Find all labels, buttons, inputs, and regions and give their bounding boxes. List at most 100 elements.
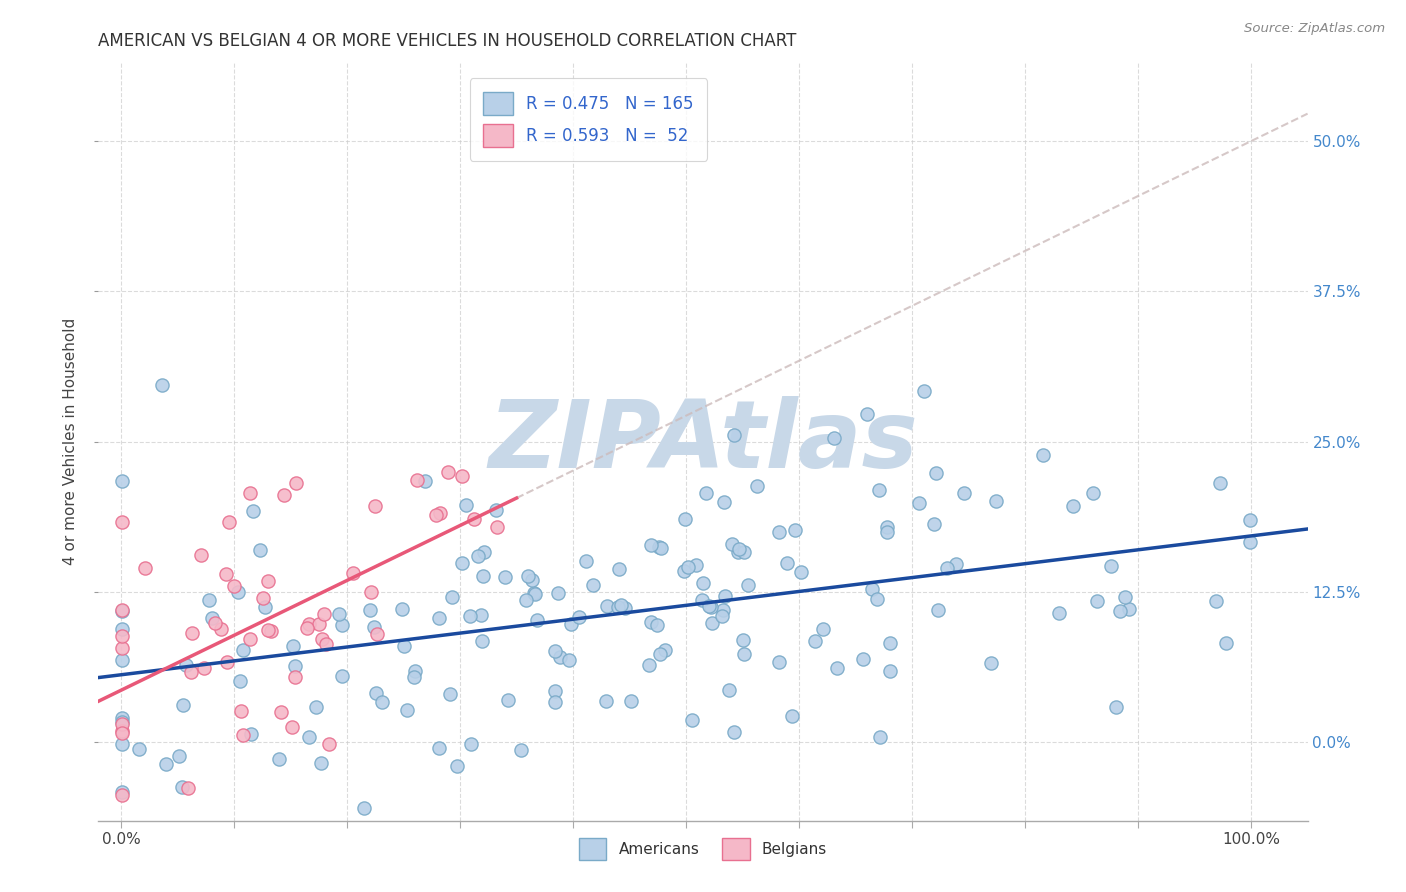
Point	[249, 543, 271, 558]
Point	[685, 558, 707, 573]
Point	[637, 657, 659, 672]
Point	[363, 499, 385, 513]
Point	[567, 610, 589, 624]
Point	[458, 608, 481, 623]
Point	[198, 593, 221, 607]
Point	[984, 494, 1007, 508]
Point	[714, 589, 737, 603]
Point	[980, 656, 1002, 670]
Point	[111, 515, 134, 529]
Point	[945, 557, 967, 571]
Point	[811, 622, 834, 636]
Point	[516, 569, 538, 583]
Point	[429, 740, 451, 755]
Point	[370, 695, 392, 709]
Point	[269, 751, 291, 765]
Point	[681, 713, 703, 727]
Point	[1239, 535, 1261, 549]
Point	[366, 627, 388, 641]
Point	[391, 602, 413, 616]
Point	[314, 607, 336, 621]
Point	[690, 592, 713, 607]
Point	[1101, 559, 1123, 574]
Point	[467, 549, 489, 564]
Point	[869, 730, 891, 744]
Point	[876, 520, 898, 534]
Point	[460, 737, 482, 751]
Point	[404, 664, 426, 678]
Point	[174, 657, 197, 672]
Point	[790, 565, 813, 579]
Point	[1205, 594, 1227, 608]
Point	[318, 737, 340, 751]
Point	[214, 566, 236, 581]
Point	[737, 578, 759, 592]
Point	[226, 585, 249, 599]
Point	[856, 407, 879, 421]
Point	[1209, 475, 1232, 490]
Point	[496, 692, 519, 706]
Point	[925, 466, 948, 480]
Point	[451, 468, 474, 483]
Point	[672, 564, 695, 578]
Point	[780, 708, 803, 723]
Point	[181, 625, 204, 640]
Point	[308, 616, 330, 631]
Point	[544, 695, 567, 709]
Point	[128, 742, 150, 756]
Point	[728, 541, 751, 556]
Point	[676, 560, 699, 574]
Point	[727, 544, 749, 558]
Point	[232, 728, 254, 742]
Point	[610, 599, 633, 613]
Point	[111, 604, 134, 618]
Point	[700, 599, 723, 614]
Point	[172, 698, 194, 713]
Point	[721, 537, 744, 551]
Point	[544, 644, 567, 658]
Point	[298, 730, 321, 744]
Point	[328, 607, 350, 621]
Point	[240, 727, 263, 741]
Point	[111, 724, 134, 739]
Point	[908, 496, 931, 510]
Point	[298, 616, 321, 631]
Point	[548, 649, 571, 664]
Point	[804, 634, 827, 648]
Point	[544, 684, 567, 698]
Point	[595, 694, 617, 708]
Point	[330, 618, 353, 632]
Point	[309, 756, 332, 771]
Point	[204, 615, 226, 630]
Point	[876, 525, 898, 540]
Point	[827, 661, 849, 675]
Point	[596, 599, 619, 613]
Point	[429, 506, 451, 520]
Point	[229, 673, 252, 688]
Point	[650, 647, 672, 661]
Point	[526, 613, 548, 627]
Point	[257, 574, 280, 588]
Point	[640, 615, 662, 630]
Point	[776, 556, 799, 570]
Point	[405, 473, 427, 487]
Point	[256, 624, 278, 638]
Point	[150, 378, 173, 392]
Point	[471, 569, 494, 583]
Point	[305, 699, 328, 714]
Point	[702, 857, 724, 871]
Point	[695, 485, 717, 500]
Text: AMERICAN VS BELGIAN 4 OR MORE VEHICLES IN HOUSEHOLD CORRELATION CHART: AMERICAN VS BELGIAN 4 OR MORE VEHICLES I…	[98, 32, 797, 50]
Point	[717, 682, 740, 697]
Point	[768, 655, 790, 669]
Point	[523, 586, 546, 600]
Point	[396, 703, 419, 717]
Point	[392, 640, 415, 654]
Point	[936, 561, 959, 575]
Point	[697, 599, 720, 613]
Point	[342, 566, 364, 581]
Point	[295, 621, 318, 635]
Point	[1032, 449, 1054, 463]
Point	[645, 617, 668, 632]
Point	[560, 616, 582, 631]
